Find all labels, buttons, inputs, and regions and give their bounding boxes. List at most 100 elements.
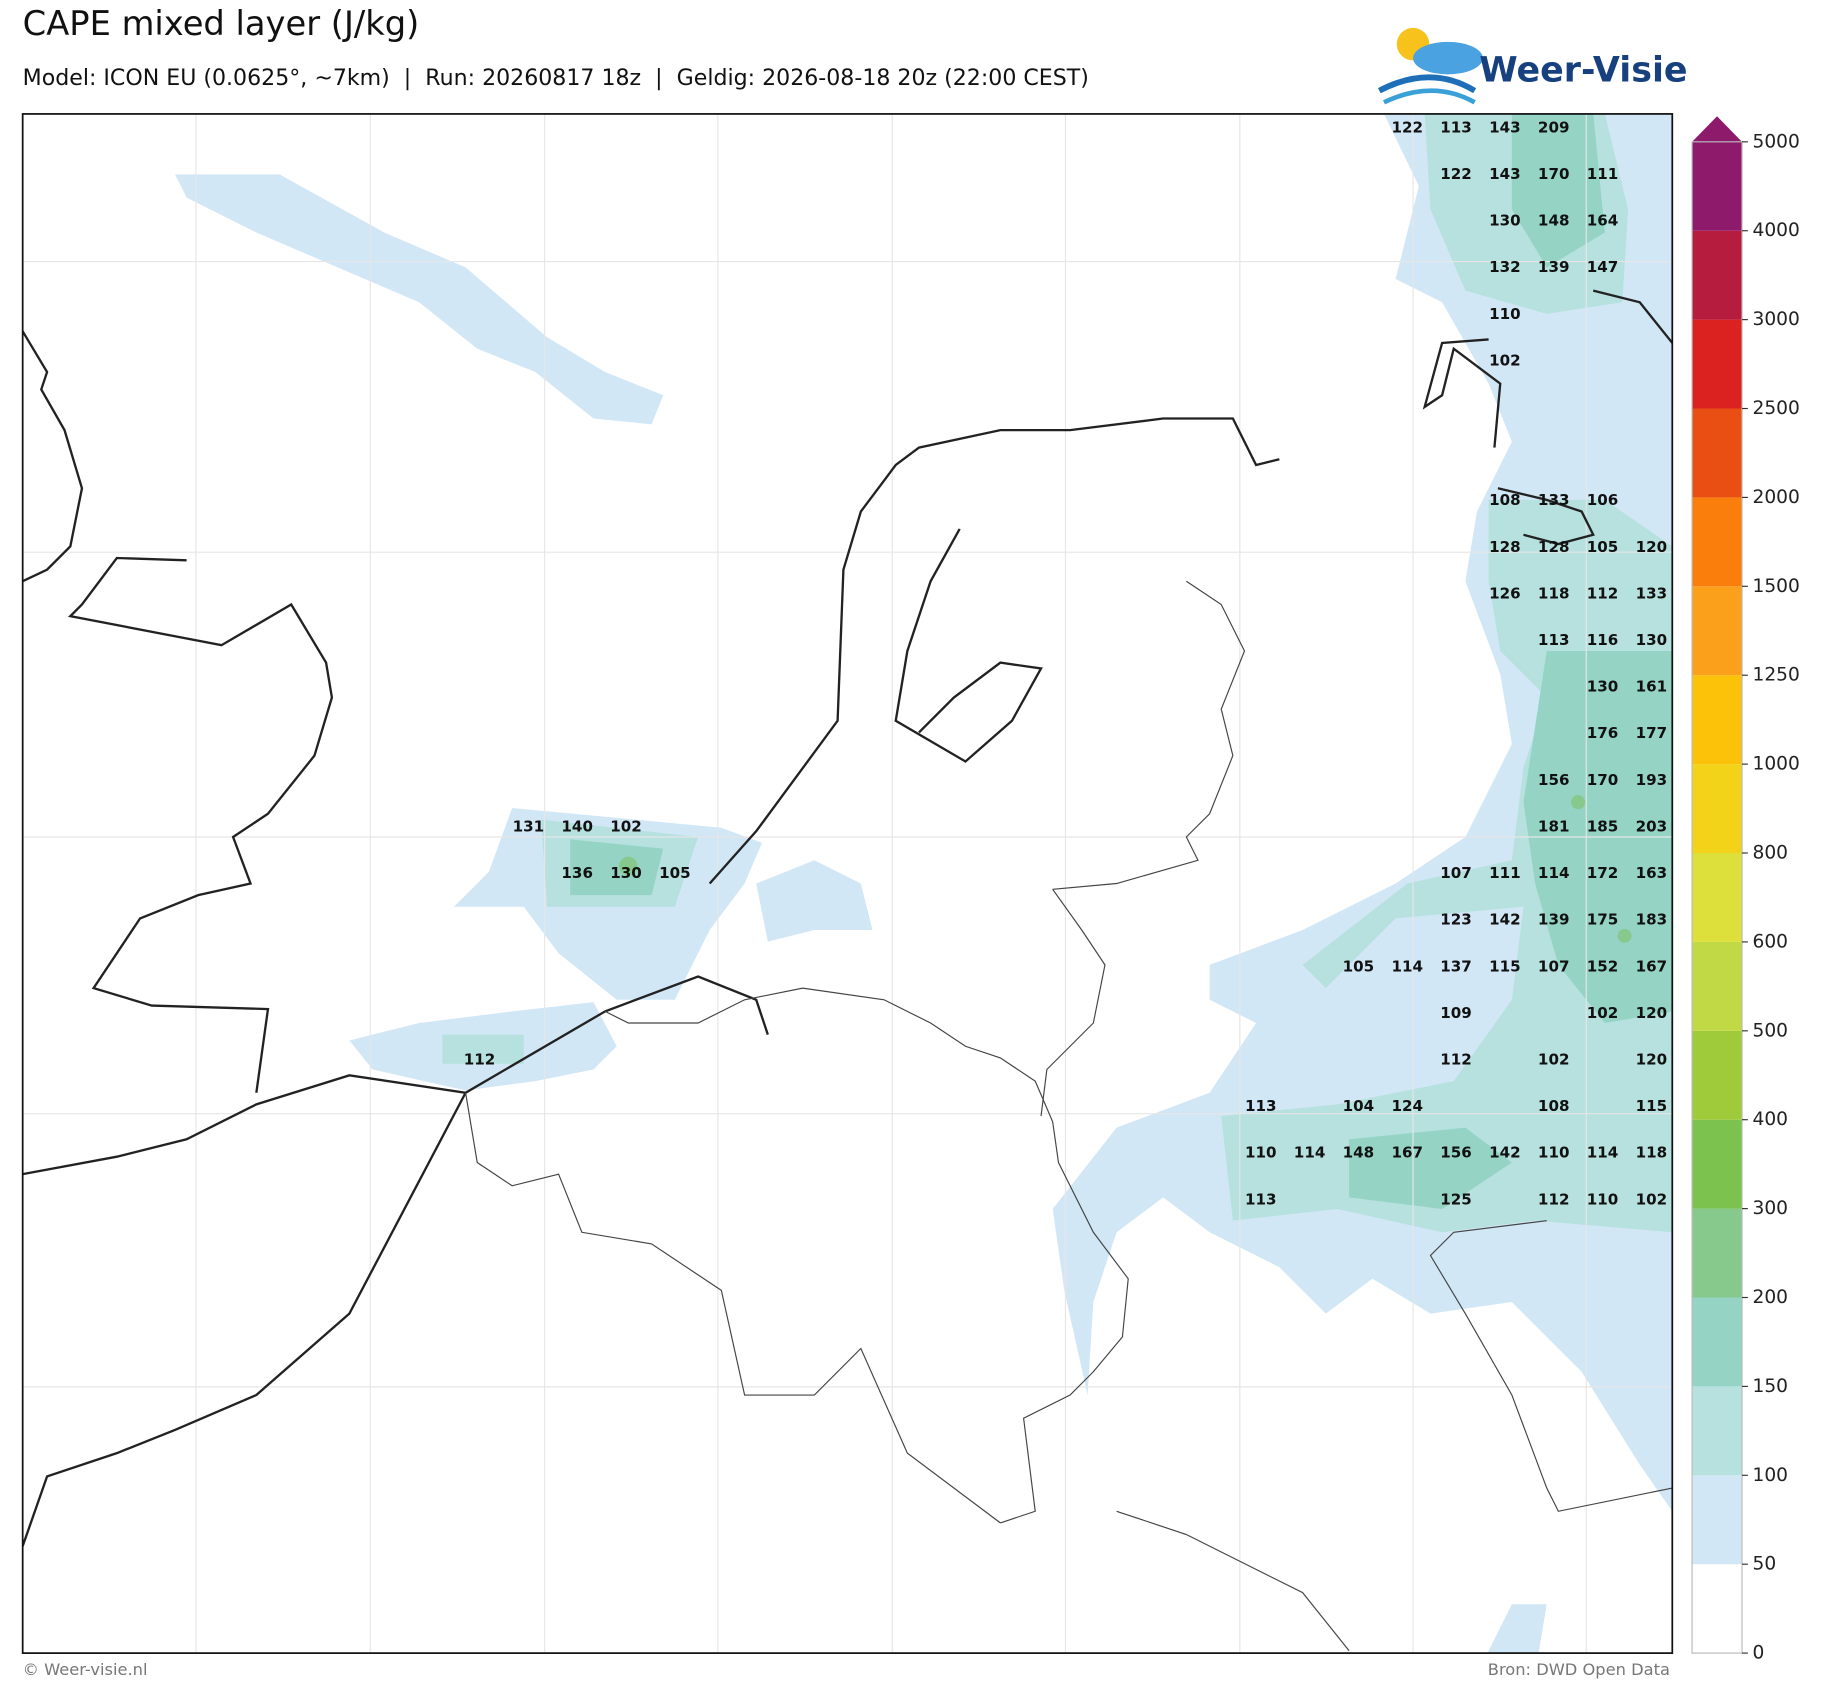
colorbar-segment: [1692, 497, 1743, 587]
colorbar-tick-label: 500: [1753, 1020, 1789, 1041]
cape-value-label: 147: [1587, 258, 1619, 276]
cape-value-label: 110: [1587, 1190, 1619, 1208]
cape-value-label: 108: [1489, 491, 1521, 509]
cape-value-label: 102: [1587, 1004, 1619, 1022]
cape-value-label: 156: [1538, 771, 1570, 789]
cape-value-label: 122: [1391, 118, 1423, 136]
cape-value-label: 143: [1489, 118, 1521, 136]
cape-value-label: 133: [1538, 491, 1570, 509]
cape-value-label: 126: [1489, 584, 1521, 602]
colorbar-segment: [1692, 586, 1743, 676]
cape-value-label: 102: [1636, 1190, 1668, 1208]
colorbar-segment: [1692, 1475, 1743, 1565]
cape-value-label: 107: [1538, 957, 1570, 975]
cape-value-label: 140: [561, 817, 593, 835]
cape-value-label: 193: [1636, 771, 1668, 789]
cape-value-label: 148: [1343, 1144, 1375, 1162]
cape-value-label: 106: [1587, 491, 1619, 509]
title: CAPE mixed layer (J/kg): [23, 4, 420, 43]
colorbar-tick-label: 0: [1753, 1643, 1765, 1664]
colorbar-segment: [1692, 230, 1743, 320]
colorbar-tick-label: 400: [1753, 1109, 1789, 1130]
cape-value-label: 102: [1538, 1050, 1570, 1068]
cape-value-label: 113: [1440, 118, 1472, 136]
colorbar-tick-label: 4000: [1753, 220, 1800, 241]
cape-value-label: 113: [1245, 1190, 1277, 1208]
footer-right: Bron: DWD Open Data: [1488, 1660, 1670, 1679]
colorbar-tick-label: 5000: [1753, 131, 1800, 152]
colorbar-tick-label: 2000: [1753, 487, 1800, 508]
graticule: [22, 113, 1673, 1654]
cape-value-label: 120: [1636, 538, 1668, 556]
colorbar-segment: [1692, 1119, 1743, 1209]
cape-value-label: 114: [1587, 1144, 1619, 1162]
colorbar-segment: [1692, 1386, 1743, 1476]
colorbar-segment: [1692, 408, 1743, 498]
cape-value-label: 139: [1538, 258, 1570, 276]
cape-value-label: 130: [1636, 631, 1668, 649]
colorbar-segment: [1692, 1297, 1743, 1387]
cape-value-label: 118: [1636, 1144, 1668, 1162]
cape-value-label: 183: [1636, 911, 1668, 929]
cape-value-label: 176: [1587, 724, 1619, 742]
colorbar-segment: [1692, 1208, 1743, 1298]
colorbar-segment: [1692, 764, 1743, 854]
cape-value-label: 203: [1636, 817, 1668, 835]
cape-value-label: 130: [1489, 212, 1521, 230]
cape-value-label: 116: [1587, 631, 1619, 649]
cape-value-label: 112: [1440, 1050, 1472, 1068]
cape-value-label: 185: [1587, 817, 1619, 835]
cape-value-label: 170: [1538, 165, 1570, 183]
colorbar-tick-label: 1000: [1753, 754, 1800, 775]
colorbar-segment: [1692, 1030, 1743, 1120]
cape-value-label: 167: [1636, 957, 1668, 975]
cape-labels: 122 113 143 209 122 143 170 111 130 148 164 132 139 1…: [464, 118, 1667, 1208]
cape-value-label: 105: [659, 864, 691, 882]
colorbar-tick-label: 300: [1753, 1198, 1789, 1219]
cape-value-label: 107: [1440, 864, 1472, 882]
cape-value-label: 125: [1440, 1190, 1472, 1208]
cape-value-label: 122: [1440, 165, 1472, 183]
colorbar-tick-label: 100: [1753, 1465, 1789, 1486]
colorbar-tick-label: 150: [1753, 1376, 1789, 1397]
cape-value-label: 128: [1489, 538, 1521, 556]
cape-value-label: 111: [1489, 864, 1521, 882]
cape-value-label: 172: [1587, 864, 1619, 882]
colorbar-tick-label: 800: [1753, 843, 1789, 864]
cape-value-label: 104: [1343, 1097, 1375, 1115]
cape-value-label: 120: [1636, 1050, 1668, 1068]
colorbar-extend-arrow: [1692, 116, 1743, 142]
cape-value-label: 113: [1538, 631, 1570, 649]
colorbar-tick-label: 1500: [1753, 576, 1800, 597]
cape-value-label: 163: [1636, 864, 1668, 882]
cape-field-mid: [442, 113, 1673, 1233]
footer-left: © Weer-visie.nl: [23, 1660, 148, 1679]
subtitle: Model: ICON EU (0.0625°, ~7km) | Run: 20…: [23, 66, 1089, 91]
cape-value-label: 113: [1245, 1097, 1277, 1115]
cape-value-label: 112: [1538, 1190, 1570, 1208]
cape-value-label: 156: [1440, 1144, 1472, 1162]
cape-value-label: 142: [1489, 911, 1521, 929]
cape-value-label: 108: [1538, 1097, 1570, 1115]
cape-value-label: 209: [1538, 118, 1570, 136]
cape-value-label: 114: [1538, 864, 1570, 882]
colorbar-segment: [1692, 319, 1743, 409]
cape-value-label: 112: [464, 1050, 496, 1068]
cape-value-label: 118: [1538, 584, 1570, 602]
cape-value-label: 112: [1587, 584, 1619, 602]
cape-value-label: 102: [1489, 351, 1521, 369]
cape-value-label: 170: [1587, 771, 1619, 789]
cape-value-label: 109: [1440, 1004, 1472, 1022]
colorbar-segment: [1692, 675, 1743, 765]
cape-value-label: 143: [1489, 165, 1521, 183]
cape-value-label: 110: [1538, 1144, 1570, 1162]
cape-value-label: 167: [1391, 1144, 1423, 1162]
colorbar-tick-label: 1250: [1753, 665, 1800, 686]
cape-value-label: 111: [1587, 165, 1619, 183]
colorbar-segment: [1692, 1564, 1743, 1654]
borders: [465, 580, 1673, 1652]
colorbar-segment: [1692, 941, 1743, 1031]
cape-value-label: 136: [561, 864, 593, 882]
cape-value-label: 131: [513, 817, 545, 835]
